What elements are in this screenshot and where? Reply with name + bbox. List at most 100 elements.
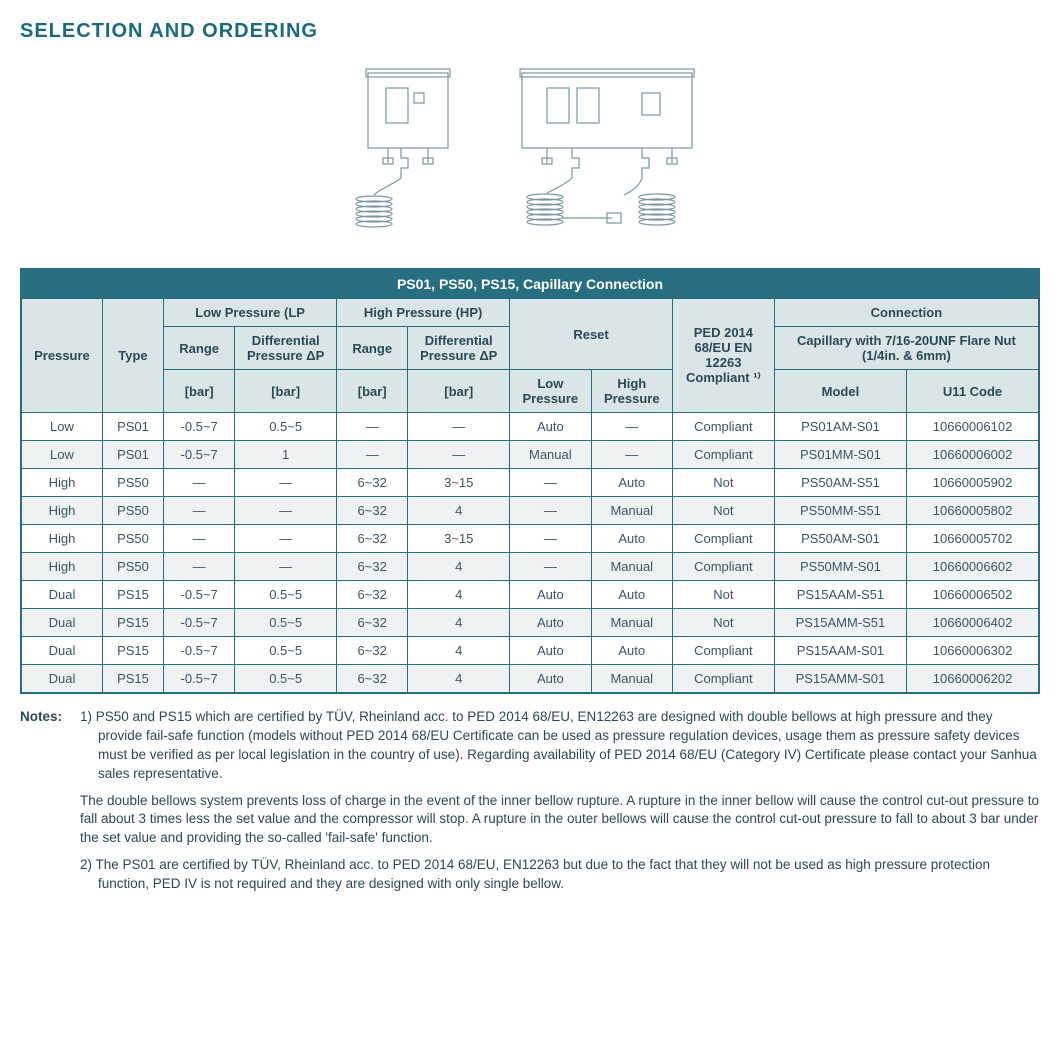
cell-pressure: Dual bbox=[21, 665, 102, 694]
cell-type: PS15 bbox=[102, 581, 163, 609]
table-row: DualPS15-0.5~70.5~56~324AutoManualCompli… bbox=[21, 665, 1039, 694]
cell-reset_lp: — bbox=[510, 525, 591, 553]
cell-reset_lp: Auto bbox=[510, 609, 591, 637]
cell-lp_dp: — bbox=[235, 469, 337, 497]
cell-reset_hp: — bbox=[591, 413, 672, 441]
col-hp-diff: Differential Pressure ΔP bbox=[408, 327, 510, 370]
cell-reset_hp: Auto bbox=[591, 581, 672, 609]
cell-hp_dp: 4 bbox=[408, 609, 510, 637]
col-reset-lp: Low Pressure bbox=[510, 370, 591, 413]
cell-lp_range: -0.5~7 bbox=[164, 441, 235, 469]
cell-hp_range: 6~32 bbox=[337, 497, 408, 525]
cell-hp_range: — bbox=[337, 441, 408, 469]
cell-u11: 10660006602 bbox=[907, 553, 1039, 581]
cell-u11: 10660006102 bbox=[907, 413, 1039, 441]
col-reset-hp: High Pressure bbox=[591, 370, 672, 413]
table-row: DualPS15-0.5~70.5~56~324AutoAutoComplian… bbox=[21, 637, 1039, 665]
col-u11: U11 Code bbox=[907, 370, 1039, 413]
cell-model: PS50MM-S01 bbox=[774, 553, 906, 581]
col-lp: Low Pressure (LP bbox=[164, 299, 337, 327]
notes-label: Notes: bbox=[20, 708, 80, 902]
cell-model: PS50AM-S51 bbox=[774, 469, 906, 497]
cell-model: PS15AAM-S01 bbox=[774, 637, 906, 665]
cell-lp_dp: 0.5~5 bbox=[235, 413, 337, 441]
cell-ped: Compliant bbox=[672, 525, 774, 553]
col-pressure: Pressure bbox=[21, 299, 102, 413]
cell-pressure: Low bbox=[21, 413, 102, 441]
cell-u11: 10660006202 bbox=[907, 665, 1039, 694]
cell-model: PS50MM-S51 bbox=[774, 497, 906, 525]
note-2: 2) The PS01 are certified by TÜV, Rheinl… bbox=[80, 856, 1040, 894]
cell-model: PS15AAM-S51 bbox=[774, 581, 906, 609]
cell-type: PS15 bbox=[102, 637, 163, 665]
table-row: HighPS50——6~324—ManualCompliantPS50MM-S0… bbox=[21, 553, 1039, 581]
unit-bar: [bar] bbox=[337, 370, 408, 413]
cell-hp_range: 6~32 bbox=[337, 525, 408, 553]
cell-model: PS15AMM-S51 bbox=[774, 609, 906, 637]
cell-pressure: High bbox=[21, 525, 102, 553]
cell-hp_range: 6~32 bbox=[337, 665, 408, 694]
cell-reset_lp: — bbox=[510, 469, 591, 497]
cell-ped: Not bbox=[672, 497, 774, 525]
cell-ped: Not bbox=[672, 609, 774, 637]
cell-lp_range: -0.5~7 bbox=[164, 609, 235, 637]
cell-reset_lp: Auto bbox=[510, 581, 591, 609]
cell-reset_hp: Manual bbox=[591, 497, 672, 525]
cell-reset_lp: Manual bbox=[510, 441, 591, 469]
cell-pressure: High bbox=[21, 469, 102, 497]
cell-hp_dp: 4 bbox=[408, 553, 510, 581]
note-1: 1) PS50 and PS15 which are certified by … bbox=[80, 708, 1040, 784]
cell-hp_dp: 4 bbox=[408, 665, 510, 694]
cell-u11: 10660006002 bbox=[907, 441, 1039, 469]
cell-u11: 10660006302 bbox=[907, 637, 1039, 665]
cell-reset_lp: Auto bbox=[510, 665, 591, 694]
cell-model: PS01AM-S01 bbox=[774, 413, 906, 441]
cell-lp_range: -0.5~7 bbox=[164, 581, 235, 609]
cell-lp_dp: 0.5~5 bbox=[235, 637, 337, 665]
table-row: HighPS50——6~324—ManualNotPS50MM-S5110660… bbox=[21, 497, 1039, 525]
cell-u11: 10660006402 bbox=[907, 609, 1039, 637]
cell-pressure: High bbox=[21, 497, 102, 525]
cell-lp_range: — bbox=[164, 497, 235, 525]
cell-u11: 10660005802 bbox=[907, 497, 1039, 525]
spec-table: PS01, PS50, PS15, Capillary Connection P… bbox=[20, 268, 1040, 694]
cell-type: PS01 bbox=[102, 441, 163, 469]
col-hp-range: Range bbox=[337, 327, 408, 370]
cell-hp_dp: — bbox=[408, 413, 510, 441]
cell-model: PS15AMM-S01 bbox=[774, 665, 906, 694]
cell-lp_range: -0.5~7 bbox=[164, 413, 235, 441]
table-row: DualPS15-0.5~70.5~56~324AutoAutoNotPS15A… bbox=[21, 581, 1039, 609]
cell-ped: Compliant bbox=[672, 413, 774, 441]
cell-type: PS15 bbox=[102, 665, 163, 694]
cell-hp_range: — bbox=[337, 413, 408, 441]
cell-pressure: Dual bbox=[21, 609, 102, 637]
cell-ped: Not bbox=[672, 581, 774, 609]
table-row: HighPS50——6~323~15—AutoCompliantPS50AM-S… bbox=[21, 525, 1039, 553]
cell-lp_dp: 0.5~5 bbox=[235, 665, 337, 694]
col-connection: Connection bbox=[774, 299, 1039, 327]
col-ped: PED 2014 68/EU EN 12263 Compliant ¹⁾ bbox=[672, 299, 774, 413]
cell-type: PS50 bbox=[102, 525, 163, 553]
cell-lp_range: — bbox=[164, 525, 235, 553]
cell-type: PS50 bbox=[102, 497, 163, 525]
cell-u11: 10660005902 bbox=[907, 469, 1039, 497]
cell-hp_dp: 4 bbox=[408, 637, 510, 665]
cell-ped: Compliant bbox=[672, 441, 774, 469]
table-row: LowPS01-0.5~71——Manual—CompliantPS01MM-S… bbox=[21, 441, 1039, 469]
cell-reset_hp: Auto bbox=[591, 525, 672, 553]
product-diagrams bbox=[20, 63, 1040, 248]
col-reset: Reset bbox=[510, 299, 673, 370]
cell-ped: Compliant bbox=[672, 665, 774, 694]
cell-reset_lp: Auto bbox=[510, 413, 591, 441]
cell-pressure: High bbox=[21, 553, 102, 581]
cell-reset_lp: — bbox=[510, 553, 591, 581]
cell-type: PS15 bbox=[102, 609, 163, 637]
notes-section: Notes: 1) PS50 and PS15 which are certif… bbox=[20, 708, 1040, 902]
notes-body: 1) PS50 and PS15 which are certified by … bbox=[80, 708, 1040, 902]
cell-lp_range: -0.5~7 bbox=[164, 665, 235, 694]
cell-type: PS50 bbox=[102, 469, 163, 497]
col-lp-range: Range bbox=[164, 327, 235, 370]
col-model: Model bbox=[774, 370, 906, 413]
cell-hp_dp: 3~15 bbox=[408, 469, 510, 497]
cell-reset_lp: — bbox=[510, 497, 591, 525]
